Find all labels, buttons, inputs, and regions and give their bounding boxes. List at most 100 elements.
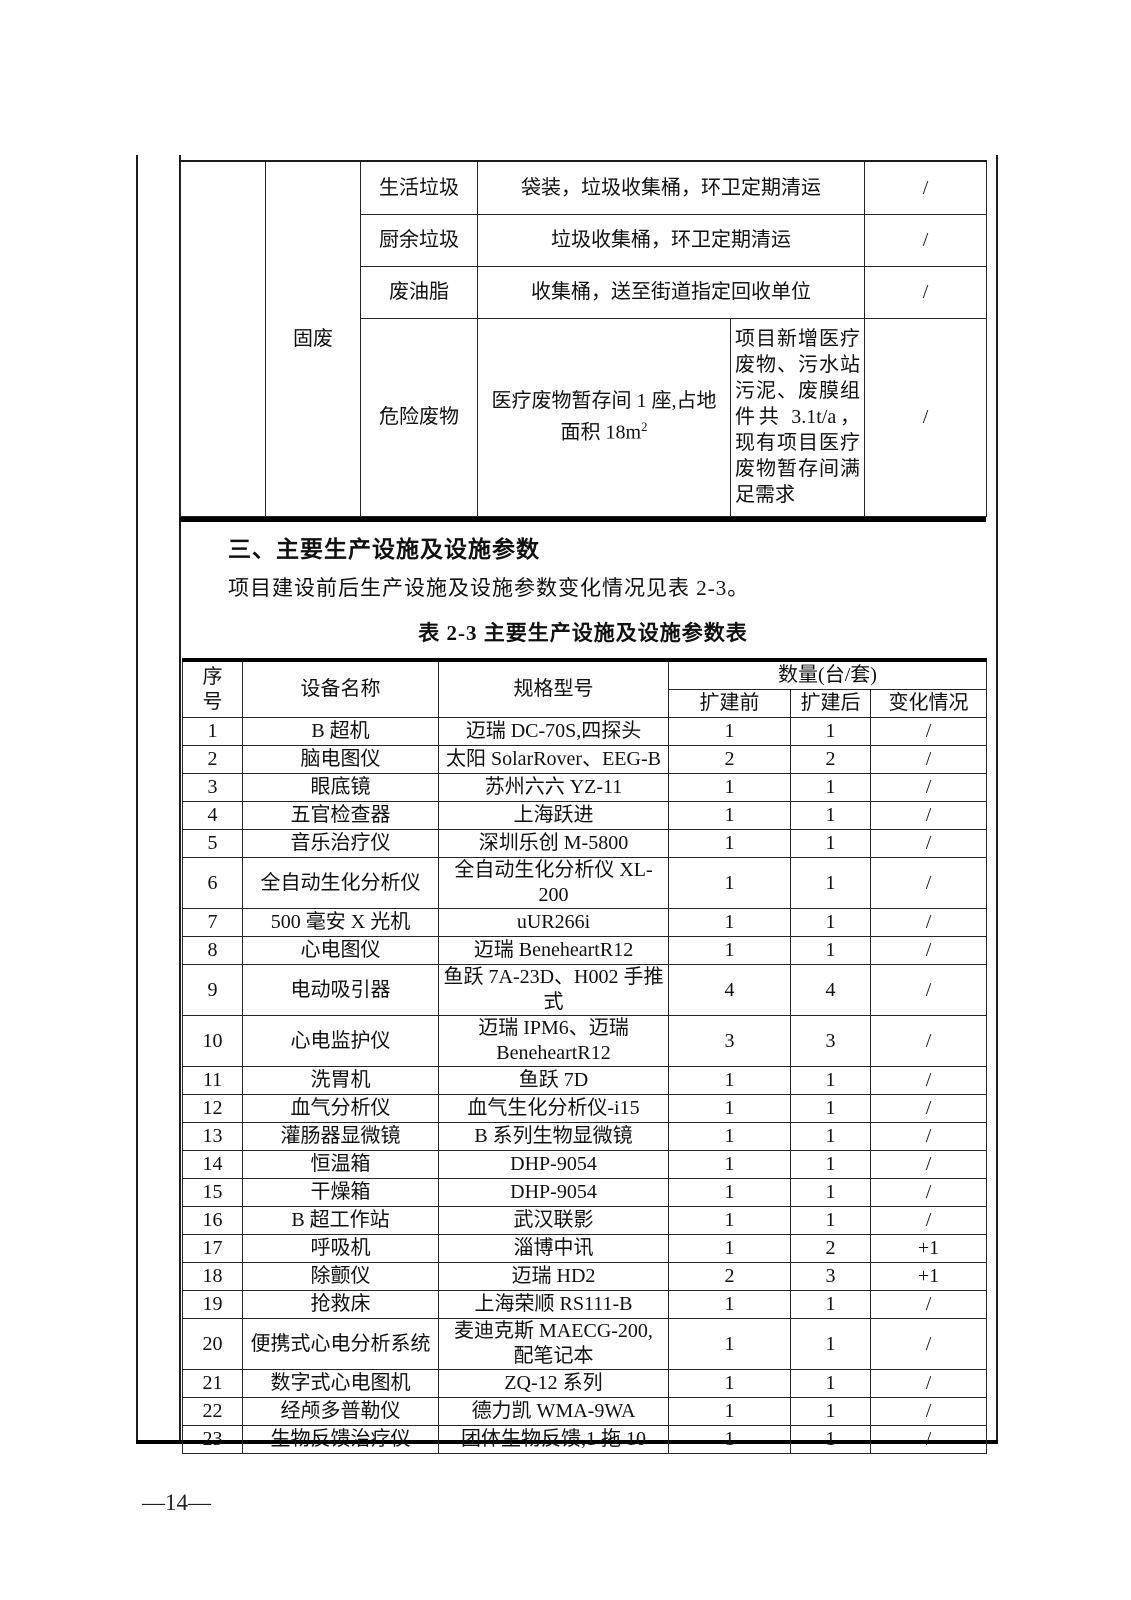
- waste-row-kitchen: 厨余垃圾 垃圾收集桶，环卫定期清运 /: [181, 213, 987, 267]
- cell-before: 1: [668, 936, 791, 965]
- cell-before: 1: [668, 857, 791, 909]
- cell-after: 4: [790, 964, 871, 1016]
- cell-model: 上海荣顺 RS111-B: [438, 1290, 669, 1319]
- cell-after: 2: [790, 1234, 871, 1263]
- cell-after: 1: [790, 829, 871, 858]
- cell-name: 灌肠器显微镜: [242, 1122, 439, 1151]
- cell-before: 1: [668, 1206, 791, 1235]
- equipment-row: 17 呼吸机 淄博中讯 1 2 +1: [182, 1234, 987, 1263]
- page-number: —14—: [142, 1490, 211, 1515]
- cell-after: 1: [790, 801, 871, 830]
- equipment-row: 21 数字式心电图机 ZQ-12 系列 1 1/: [182, 1369, 987, 1398]
- cell-change: /: [870, 745, 987, 774]
- waste-type-cell: 废油脂: [360, 265, 478, 319]
- cell-name: 音乐治疗仪: [242, 829, 439, 858]
- cell-after: 1: [790, 936, 871, 965]
- cell-after: 1: [790, 1122, 871, 1151]
- cell-change: /: [870, 908, 987, 937]
- frame-left-outer-line: [136, 155, 138, 1444]
- cell-before: 1: [668, 1066, 791, 1095]
- cell-change: +1: [870, 1234, 987, 1263]
- cell-before: 1: [668, 1122, 791, 1151]
- cell-change: /: [870, 829, 987, 858]
- cell-seq: 12: [182, 1094, 243, 1123]
- cell-after: 1: [790, 1206, 871, 1235]
- cell-change: /: [870, 857, 987, 909]
- cell-seq: 7: [182, 908, 243, 937]
- cell-name: 心电监护仪: [242, 1015, 439, 1067]
- equipment-row: 18 除颤仪 迈瑞 HD2 2 3 +1: [182, 1262, 987, 1291]
- frame-left-inner-line: [179, 155, 181, 1444]
- section-paragraph: 项目建设前后生产设施及设施参数变化情况见表 2-3。: [228, 576, 750, 600]
- superscript-2: 2: [641, 419, 648, 435]
- cell-name: 经颅多普勒仪: [242, 1397, 439, 1426]
- cell-name: 500 毫安 X 光机: [242, 908, 439, 937]
- cell-name: 心电图仪: [242, 936, 439, 965]
- cell-change: /: [870, 1015, 987, 1067]
- header-row-2: 扩建前 扩建后 变化情况: [183, 689, 987, 718]
- cell-after: 1: [790, 1150, 871, 1179]
- cell-model: 麦迪克斯 MAECG-200, 配笔记本: [438, 1318, 669, 1370]
- cell-name: 脑电图仪: [242, 745, 439, 774]
- equipment-row: 10 心电监护仪 迈瑞 IPM6、迈瑞 BeneheartR12 3 3/: [182, 1015, 987, 1067]
- cell-model: 武汉联影: [438, 1206, 669, 1235]
- cell-after: 1: [790, 773, 871, 802]
- waste-change-cell: /: [864, 160, 987, 215]
- cell-model: 鱼跃 7D: [438, 1066, 669, 1095]
- cell-name: 便携式心电分析系统: [242, 1318, 439, 1370]
- equipment-row: 20 便携式心电分析系统 麦迪克斯 MAECG-200, 配笔记本 1 1/: [182, 1318, 987, 1370]
- waste-change-cell: /: [864, 317, 987, 517]
- cell-name: B 超工作站: [242, 1206, 439, 1235]
- cell-seq: 6: [182, 857, 243, 909]
- cell-before: 1: [668, 1397, 791, 1426]
- cell-change: /: [870, 1397, 987, 1426]
- cell-change: /: [870, 801, 987, 830]
- waste-type-cell: 生活垃圾: [360, 160, 478, 215]
- cell-after: 2: [790, 745, 871, 774]
- cell-model: 迈瑞 HD2: [438, 1262, 669, 1291]
- cell-model: 迈瑞 DC-70S,四探头: [438, 717, 669, 746]
- cell-after: 1: [790, 1066, 871, 1095]
- cell-before: 1: [668, 1318, 791, 1370]
- cell-change: /: [870, 1122, 987, 1151]
- cell-before: 1: [668, 801, 791, 830]
- cell-before: 1: [668, 1290, 791, 1319]
- cell-before: 1: [668, 908, 791, 937]
- cell-name: 数字式心电图机: [242, 1369, 439, 1398]
- cell-model: 德力凯 WMA-9WA: [438, 1397, 669, 1426]
- waste-treatment-cell: 收集桶，送至街道指定回收单位: [477, 265, 865, 319]
- cell-change: /: [870, 1094, 987, 1123]
- cell-model: 深圳乐创 M-5800: [438, 829, 669, 858]
- cell-seq: 20: [182, 1318, 243, 1370]
- equipment-row: 7 500 毫安 X 光机 uUR266i 1 1/: [182, 908, 987, 937]
- header-after: 扩建后: [790, 689, 871, 718]
- cell-name: 电动吸引器: [242, 964, 439, 1016]
- cell-before: 1: [668, 773, 791, 802]
- cell-seq: 23: [182, 1425, 243, 1454]
- cell-model: 迈瑞 BeneheartR12: [438, 936, 669, 965]
- equipment-row: 22 经颅多普勒仪 德力凯 WMA-9WA 1 1/: [182, 1397, 987, 1426]
- cell-name: 眼底镜: [242, 773, 439, 802]
- cell-model: 血气生化分析仪-i15: [438, 1094, 669, 1123]
- cell-name: 全自动生化分析仪: [242, 857, 439, 909]
- section-divider-line: [180, 517, 986, 522]
- cell-change: /: [870, 1150, 987, 1179]
- cell-name: 生物反馈治疗仪: [242, 1425, 439, 1454]
- equipment-row: 12 血气分析仪 血气生化分析仪-i15 1 1/: [182, 1094, 987, 1123]
- equipment-row: 15 干燥箱 DHP-9054 1 1/: [182, 1178, 987, 1207]
- equipment-row: 16 B 超工作站 武汉联影 1 1/: [182, 1206, 987, 1235]
- cell-seq: 18: [182, 1262, 243, 1291]
- cell-seq: 5: [182, 829, 243, 858]
- cell-model: B 系列生物显微镜: [438, 1122, 669, 1151]
- equipment-row: 5 音乐治疗仪 深圳乐创 M-5800 1 1/: [182, 829, 987, 858]
- cell-model: 太阳 SolarRover、EEG-B: [438, 745, 669, 774]
- treatment-text: 医疗废物暂存间 1 座,占地面积 18m: [491, 390, 717, 444]
- cell-seq: 11: [182, 1066, 243, 1095]
- cell-change: /: [870, 773, 987, 802]
- equipment-table-header: 序号 设备名称 规格型号 数量(台/套) 扩建前 扩建后 变化情况: [182, 659, 987, 718]
- cell-after: 1: [790, 1094, 871, 1123]
- cell-model: ZQ-12 系列: [438, 1369, 669, 1398]
- cell-name: 抢救床: [242, 1290, 439, 1319]
